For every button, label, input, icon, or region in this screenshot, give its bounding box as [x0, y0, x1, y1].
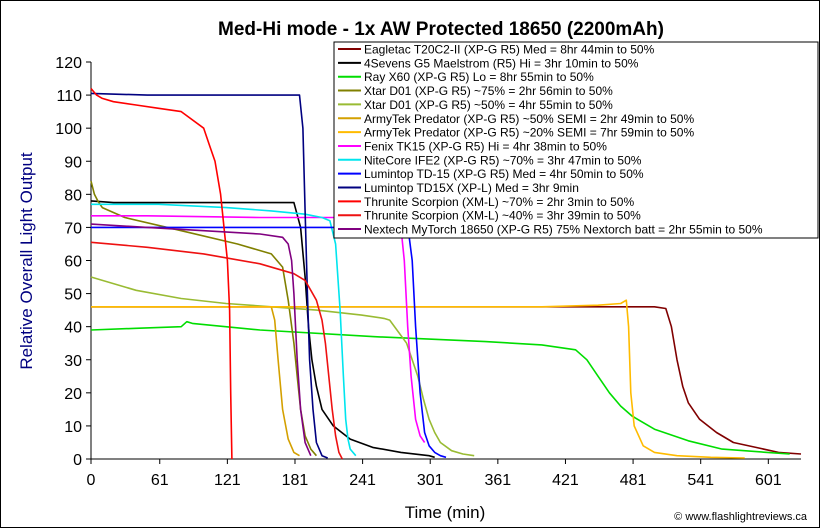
series-line-7 [91, 299, 745, 459]
y-tick-label: 40 [64, 320, 82, 337]
series-line-10 [91, 226, 447, 459]
series-line-1 [91, 305, 802, 455]
y-tick-label: 70 [64, 220, 82, 237]
x-tick-label: 181 [282, 472, 309, 489]
legend-entry: 4Sevens G5 Maelstrom (R5) Hi = 3hr 10min… [364, 56, 639, 70]
y-tick-label: 30 [64, 353, 82, 370]
x-tick-label: 601 [755, 472, 782, 489]
y-tick-label: 10 [64, 419, 82, 436]
y-tick-label: 0 [73, 452, 82, 469]
legend-entry: ArmyTek Predator (XP-G R5) ~50% SEMI = 2… [364, 112, 694, 126]
x-tick-label: 301 [417, 472, 444, 489]
series-line-13 [90, 241, 344, 460]
series-line-14 [90, 223, 312, 457]
legend-entry: Lumintop TD-15 (XP-G R5) Med = 4hr 50min… [364, 167, 644, 181]
y-tick-label: 20 [64, 386, 82, 403]
x-tick-label: 361 [484, 472, 511, 489]
legend-entry: Xtar D01 (XP-G R5) ~50% = 4hr 55min to 5… [364, 98, 613, 112]
series-line-2 [90, 200, 435, 459]
legend-entry: NiteCore IFE2 (XP-G R5) ~70% = 3hr 47min… [364, 153, 642, 167]
legend-entry: Eagletac T20C2-II (XP-G R5) Med = 8hr 44… [364, 43, 655, 57]
x-tick-label: 0 [87, 472, 96, 489]
x-tick-label: 121 [214, 472, 241, 489]
y-tick-label: 110 [56, 88, 82, 105]
axes: 0 10 20 30 40 50 60 70 80 90 100 110 120 0 61 121 181 241… [55, 55, 801, 489]
y-tick-label: 60 [64, 254, 82, 271]
legend-entry: Xtar D01 (XP-G R5) ~75% = 2hr 56min to 5… [364, 84, 613, 98]
series-line-3 [90, 320, 790, 455]
y-tick-label: 100 [55, 121, 82, 138]
credit-text: © www.flashlightreviews.ca [674, 511, 808, 523]
series-line-11 [90, 92, 328, 459]
series-layer [90, 87, 802, 460]
y-axis-label: Relative Overall Light Output [17, 152, 36, 370]
legend-entry: Nextech MyTorch 18650 (XP-G R5) 75% Next… [364, 223, 763, 237]
y-tick-label: 120 [55, 55, 82, 72]
x-tick-label: 541 [687, 472, 714, 489]
legend-entry: Lumintop TD15X (XP-L) Med = 3hr 9min [364, 181, 579, 195]
x-tick-label: 241 [349, 472, 376, 489]
legend-entry: ArmyTek Predator (XP-G R5) ~20% SEMI = 7… [364, 126, 694, 140]
x-axis-label: Time (min) [405, 503, 486, 522]
x-tick-label: 61 [151, 472, 169, 489]
series-line-9 [91, 203, 357, 457]
legend: Eagletac T20C2-II (XP-G R5) Med = 8hr 44… [333, 41, 819, 239]
y-tick-label: 80 [64, 187, 82, 204]
legend-box [333, 41, 819, 239]
series-line-4 [90, 180, 318, 457]
legend-entry: Thrunite Scorpion (XM-L) ~70% = 2hr 3min… [364, 195, 634, 209]
legend-entry: Ray X60 (XP-G R5) Lo = 8hr 55min to 50% [364, 70, 594, 84]
x-tick-label: 481 [620, 472, 647, 489]
series-line-5 [90, 276, 475, 457]
series-line-12 [90, 87, 233, 460]
chart-title: Med-Hi mode - 1x AW Protected 18650 (220… [218, 19, 664, 40]
legend-entry: Thrunite Scorpion (XM-L) ~40% = 3hr 39mi… [364, 209, 641, 223]
legend-entry: Fenix TK15 (XP-G R5) Hi = 4hr 38min to 5… [364, 139, 607, 153]
x-tick-label: 421 [552, 472, 579, 489]
y-tick-label: 90 [64, 154, 82, 171]
y-tick-label: 50 [64, 287, 82, 304]
series-line-8 [91, 215, 426, 443]
